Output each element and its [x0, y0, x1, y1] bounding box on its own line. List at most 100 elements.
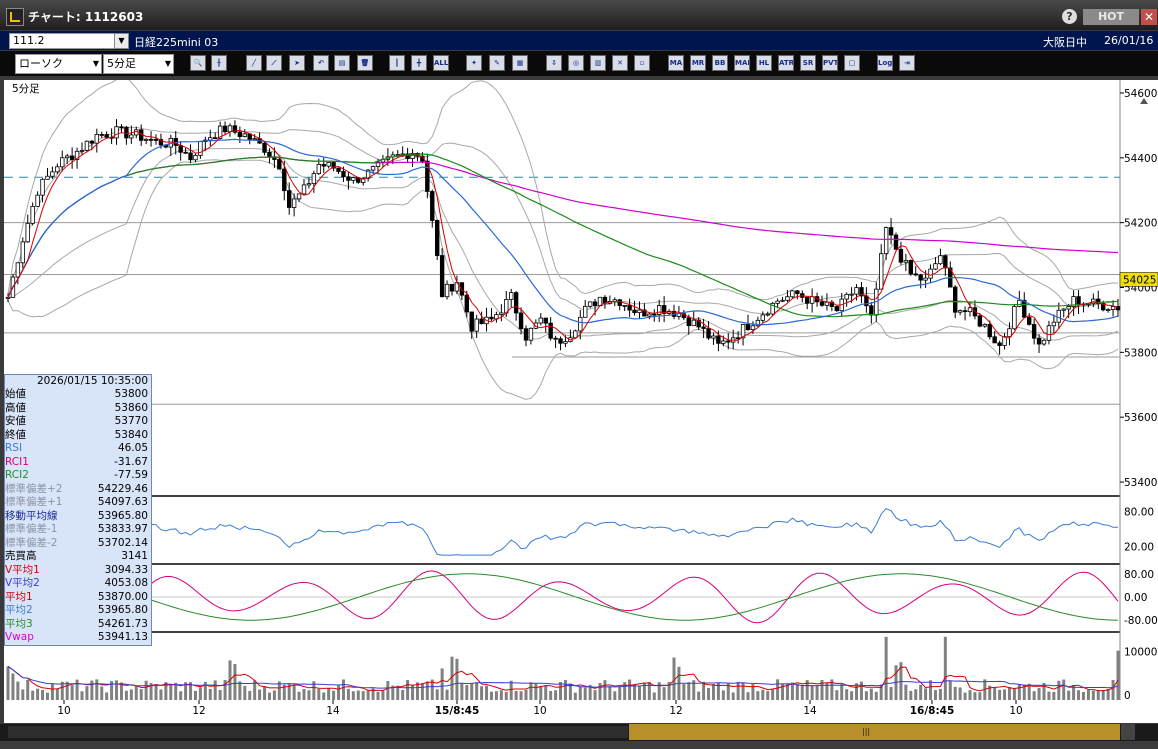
volume-bar: [361, 691, 365, 700]
overview-track[interactable]: [0, 741, 1158, 749]
volume-bar: [563, 680, 567, 700]
download-icon[interactable]: ⇩: [546, 55, 562, 71]
volume-bar: [879, 684, 883, 700]
info-value: 54229.46: [97, 482, 148, 495]
log-scale-icon[interactable]: Log: [877, 55, 893, 71]
cross-marker-icon[interactable]: ✕: [612, 55, 628, 71]
volume-bar: [539, 685, 543, 700]
candle-body: [642, 309, 647, 317]
candle-body: [489, 316, 494, 320]
candle-body: [291, 198, 297, 208]
volume-bar: [267, 692, 271, 700]
info-row: 平均2 53965.80: [5, 604, 151, 618]
symbol-code-input[interactable]: 111.2: [9, 33, 118, 49]
chevron-down-icon: ▼: [92, 59, 99, 68]
candle-icon[interactable]: ┃: [389, 55, 405, 71]
candle-body: [617, 299, 622, 306]
scroll-track[interactable]: [8, 726, 628, 738]
volume-bar: [702, 681, 706, 700]
time-scrollbar[interactable]: |||: [0, 724, 1158, 749]
candle-body: [592, 301, 598, 307]
candle-body: [1051, 321, 1057, 327]
volume-bar: [391, 685, 395, 700]
candle-body: [20, 241, 25, 264]
candle-body: [765, 313, 770, 316]
mae-indicator-icon[interactable]: MAE: [734, 55, 750, 71]
volume-bar: [435, 689, 439, 700]
volume-bar: [559, 681, 563, 700]
volume-bar: [425, 681, 429, 700]
volume-bar: [1081, 691, 1085, 700]
volume-bar: [50, 683, 54, 700]
zoom-icon[interactable]: 🔍: [190, 55, 206, 71]
scroll-right-button[interactable]: [1121, 724, 1135, 740]
candle-body: [326, 162, 331, 167]
hot-button[interactable]: HOT: [1083, 9, 1139, 25]
scroll-thumb[interactable]: [629, 724, 1120, 740]
volume-bar: [953, 686, 957, 700]
info-label: RSI: [5, 442, 23, 454]
window-frame-icon[interactable]: ▢: [844, 55, 860, 71]
cursor-icon[interactable]: ➤: [289, 55, 305, 71]
chart-type-select[interactable]: ローソク ▼: [15, 54, 102, 74]
volume-bar: [95, 679, 99, 700]
volume-bar: [1007, 687, 1011, 700]
volume-bar: [485, 685, 489, 700]
volume-bar: [1072, 684, 1076, 700]
candle-body: [701, 326, 706, 329]
edit-icon[interactable]: ✎: [489, 55, 505, 71]
volume-bar: [509, 680, 513, 700]
pivot-indicator-icon[interactable]: PVT: [822, 55, 838, 71]
candle-body: [84, 140, 90, 151]
volume-bar: [307, 690, 311, 700]
line-tool-icon[interactable]: ⟋: [266, 55, 282, 71]
rci2-line: [7, 573, 1119, 621]
volume-bar: [1022, 684, 1026, 700]
candle-body: [809, 296, 815, 304]
trendline-draw-icon[interactable]: ╱: [246, 55, 262, 71]
candle-body: [286, 190, 292, 208]
hl-indicator-icon[interactable]: HL: [756, 55, 772, 71]
chart-area[interactable]: 5分足 54600 54400 54200 54000 53800 53600 53400 54…: [4, 80, 1158, 723]
disabled-tool-icon[interactable]: ▫: [634, 55, 650, 71]
crosshair-icon[interactable]: ╂: [211, 55, 227, 71]
candle-body: [533, 322, 539, 329]
color-palette-icon[interactable]: ▦: [512, 55, 528, 71]
volume-bar: [277, 681, 281, 700]
volume-avg2-line: [7, 665, 1119, 689]
volume-bar: [1042, 682, 1046, 700]
candlestick-chart[interactable]: 5分足 5460054400542005400053800536005340054…: [4, 80, 1158, 723]
bar-chart-icon[interactable]: ▥: [590, 55, 606, 71]
volume-bar: [544, 685, 548, 700]
text-note-icon[interactable]: ▤: [334, 55, 350, 71]
volume-bar: [855, 683, 859, 700]
volume-bar: [105, 692, 109, 700]
help-button[interactable]: ?: [1062, 9, 1077, 24]
volume-bar: [707, 687, 711, 700]
mr-indicator-icon[interactable]: MR: [690, 55, 706, 71]
export-icon[interactable]: ⇥: [899, 55, 915, 71]
sar-indicator-icon[interactable]: SR: [800, 55, 816, 71]
symbol-dropdown-button[interactable]: ▼: [114, 33, 129, 49]
volume-bar: [741, 682, 745, 700]
delete-icon[interactable]: 🗑: [357, 55, 373, 71]
indicator-settings-icon[interactable]: ✦: [466, 55, 482, 71]
volume-tick-label: 10000: [1124, 646, 1157, 658]
info-row: Vwap 53941.13: [5, 631, 151, 645]
candle-compare-icon[interactable]: ╋: [411, 55, 427, 71]
candle-body: [360, 177, 366, 183]
close-button[interactable]: ✕: [1141, 9, 1157, 25]
all-range-icon[interactable]: ALL: [433, 55, 449, 71]
bollinger-band-icon[interactable]: BB: [712, 55, 728, 71]
interval-select[interactable]: 5分足 ▼: [103, 54, 174, 74]
atr-indicator-icon[interactable]: ATR: [778, 55, 794, 71]
volume-bar: [943, 636, 947, 700]
candle-body: [652, 313, 657, 316]
undo-icon[interactable]: ↶: [313, 55, 329, 71]
volume-bar: [396, 685, 400, 700]
volume-bar: [31, 690, 35, 700]
moving-average-icon[interactable]: MA: [668, 55, 684, 71]
bollinger-band-line: [8, 148, 1119, 341]
volume-bar: [899, 662, 903, 700]
magnify-chart-icon[interactable]: ◎: [568, 55, 584, 71]
